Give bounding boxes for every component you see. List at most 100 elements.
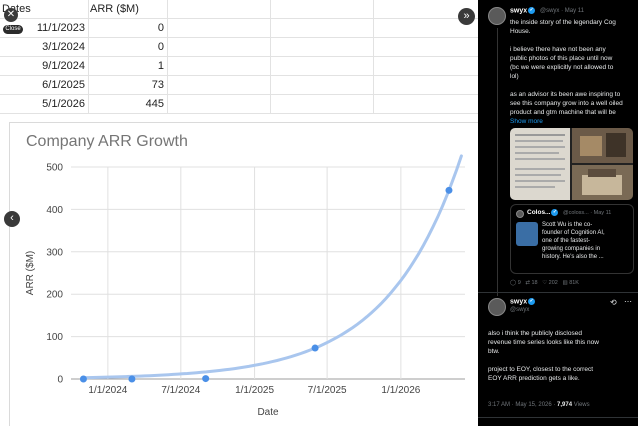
tweet-media-grid[interactable] — [510, 128, 633, 200]
tweet-body: also i think the publicly disclosed reve… — [488, 329, 636, 383]
tweet-line: see this company grow into a well oiled — [510, 100, 623, 107]
table-row: 5/1/2026 445 — [0, 95, 478, 114]
next-arrow-icon[interactable]: » — [458, 8, 475, 25]
tweet-line: also i think the publicly disclosed — [488, 330, 582, 337]
quote-author-name[interactable]: Colos... ✓ — [527, 209, 559, 217]
x-tick-label: 1/1/2024 — [88, 385, 127, 396]
x-tick-label: 7/1/2024 — [161, 385, 200, 396]
header-arr[interactable]: ARR ($M) — [90, 3, 139, 15]
tweet-line: the inside story of the legendary Cog — [510, 19, 616, 26]
avatar[interactable] — [488, 298, 506, 316]
like-icon[interactable]: ♡ — [542, 280, 548, 286]
header-row: Dates ARR ($M) — [0, 0, 478, 19]
table-row: 11/1/2023 0 — [0, 19, 478, 38]
author-handle[interactable]: @swyx — [510, 307, 530, 313]
column-divider — [373, 0, 374, 113]
like-count[interactable]: 202 — [548, 280, 558, 286]
quote-body: Scott Wu is the co- founder of Cognition… — [542, 221, 634, 261]
y-tick-label: 200 — [46, 290, 63, 301]
views-count: 7,974 — [557, 402, 573, 408]
tweet-line: project to EOY, closest to the correct — [488, 366, 594, 373]
tweet-meta: @swyx · May 11 — [540, 8, 585, 14]
arr-cell[interactable]: 73 — [151, 79, 164, 91]
avatar[interactable] — [488, 7, 506, 25]
retweet-count[interactable]: 18 — [531, 280, 538, 286]
tweet-line: House. — [510, 28, 531, 35]
author-name-text[interactable]: swyx — [510, 298, 528, 306]
quote-tweet[interactable]: Colos... ✓ @coloss... · May 11 Scott Wu i… — [510, 204, 634, 274]
y-tick-label: 500 — [46, 163, 63, 174]
table-row: 3/1/2024 0 — [0, 38, 478, 57]
arr-cell[interactable]: 0 — [157, 22, 164, 34]
quote-handle[interactable]: @coloss... — [563, 210, 589, 216]
y-tick-label: 0 — [57, 375, 63, 386]
date-cell[interactable]: 6/1/2025 — [42, 79, 85, 91]
y-tick-label: 100 — [46, 332, 63, 343]
data-point — [445, 186, 453, 194]
tweet-line: product and gtm machine that will be — [510, 109, 616, 116]
quote-date[interactable]: May 11 — [593, 210, 612, 216]
close-icon[interactable]: ✕ — [4, 8, 18, 22]
tweet-line: as an advisor its been awe inspiring to — [510, 91, 621, 98]
photo-interior[interactable] — [572, 128, 633, 163]
date-cell[interactable]: 5/1/2026 — [42, 98, 85, 110]
tweet-timestamp[interactable]: 3:17 AM · May 15, 2026 — [488, 402, 552, 408]
quote-meta: @coloss... · May 11 — [563, 210, 612, 216]
trendline — [81, 154, 463, 380]
quote-line: Scott Wu is the co- — [542, 222, 593, 228]
close-tooltip: Close — [3, 25, 23, 34]
column-divider — [270, 0, 271, 113]
quote-avatar[interactable] — [516, 210, 524, 218]
data-point — [202, 375, 210, 383]
date-cell[interactable]: 3/1/2024 — [42, 41, 85, 53]
column-divider — [167, 0, 168, 113]
quote-name-text[interactable]: Colos... — [527, 209, 551, 217]
tweet-line: (bc we were explicitly not allowed to — [510, 64, 614, 71]
author-name-text[interactable]: swyx — [510, 7, 528, 15]
thread-line — [497, 28, 498, 296]
chart-card[interactable]: Company ARR Growth 0 100 200 300 400 500 1/1/2… — [9, 122, 478, 426]
data-point — [128, 375, 136, 383]
views-label: Views — [573, 402, 590, 408]
tweet-author-name[interactable]: swyx ✓ — [510, 298, 536, 306]
tweet-action-bar: ◯ 9 ⇄ 18 ♡ 202 ▥ 81K — [510, 280, 579, 286]
views-icon[interactable]: ▥ — [562, 280, 568, 286]
photo-document[interactable] — [510, 128, 570, 200]
tweet-date[interactable]: May 11 — [564, 8, 585, 14]
x-axis-label: Date — [257, 407, 279, 418]
verified-badge-icon: ✓ — [528, 7, 536, 14]
previous-arrow-icon[interactable]: ‹ — [4, 211, 20, 227]
tweet-line: btw. — [488, 348, 500, 355]
data-point — [79, 375, 87, 383]
tweet-line: lol) — [510, 73, 519, 80]
tweet-body: the inside story of the legendary Cog Ho… — [510, 18, 636, 126]
tweet-timestamp-line: 3:17 AM · May 15, 2026 · 7,974 Views — [488, 402, 590, 408]
spreadsheet-grid: Dates ARR ($M) 11/1/2023 0 3/1/2024 0 9/… — [0, 0, 478, 114]
date-cell[interactable]: 11/1/2023 — [36, 22, 85, 34]
quote-line: founder of Cognition AI, — [542, 230, 605, 236]
arr-cell[interactable]: 0 — [157, 41, 164, 53]
date-cell[interactable]: 9/1/2024 — [42, 60, 85, 72]
photo-house[interactable] — [572, 165, 633, 200]
x-tick-label: 7/1/2025 — [308, 385, 347, 396]
author-handle[interactable]: @swyx — [540, 8, 560, 14]
tweet-author-name[interactable]: swyx ✓ — [510, 7, 536, 15]
paragraph-gap — [510, 81, 636, 90]
chart-title: Company ARR Growth — [26, 133, 188, 150]
quote-thumbnail[interactable] — [516, 222, 538, 246]
reply-count[interactable]: 9 — [517, 280, 521, 286]
verified-badge-icon: ✓ — [528, 298, 536, 305]
grok-icon[interactable]: ⟲ — [610, 298, 617, 307]
retweet-icon[interactable]: ⇄ — [525, 280, 530, 286]
twitter-thread-pane: swyx ✓ @swyx · May 11 the inside story of… — [478, 0, 638, 426]
show-more-link[interactable]: Show more — [510, 118, 543, 125]
tweet-line: revenue time series looks like this now — [488, 339, 599, 346]
view-count[interactable]: 81K — [569, 280, 579, 286]
spreadsheet-pane: Dates ARR ($M) 11/1/2023 0 3/1/2024 0 9/… — [0, 0, 478, 426]
y-axis-label: ARR ($M) — [25, 251, 36, 295]
y-tick-label: 300 — [46, 247, 63, 258]
arr-cell[interactable]: 445 — [145, 98, 164, 110]
more-options-icon[interactable]: ⋯ — [624, 297, 632, 306]
reply-icon[interactable]: ◯ — [510, 280, 517, 286]
arr-cell[interactable]: 1 — [157, 60, 164, 72]
